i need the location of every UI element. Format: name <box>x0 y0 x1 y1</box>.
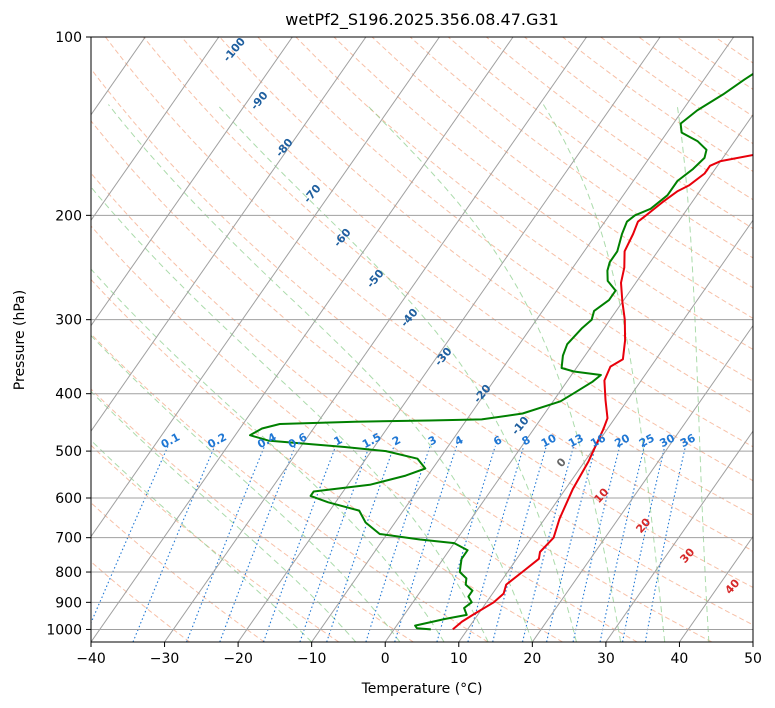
mixing-ratio-line <box>546 445 597 642</box>
x-tick-label: 0 <box>381 651 390 667</box>
x-axis-label: Temperature (°C) <box>361 681 483 697</box>
x-tick-label: 10 <box>450 651 468 667</box>
y-tick-label: 400 <box>55 387 82 403</box>
isotherm-line <box>679 535 753 642</box>
mixing-ratio-label: 10 <box>539 431 559 450</box>
moist-adiabat-line <box>366 104 622 642</box>
moist-adiabat-line <box>91 439 313 642</box>
dry-adiabat-line <box>91 120 753 626</box>
moist-adiabat-line <box>91 186 489 642</box>
mixing-ratio-line <box>572 445 621 642</box>
y-tick-label: 500 <box>55 444 82 460</box>
isotherm-line <box>91 37 220 222</box>
isotherm-line <box>91 37 367 432</box>
mixing-ratio-label: 20 <box>612 431 632 450</box>
mixing-ratio-line <box>326 445 395 642</box>
dry-adiabat-line <box>219 37 753 448</box>
dry-adiabat-line <box>91 333 489 642</box>
y-tick-label: 800 <box>55 565 82 581</box>
sounding-traces <box>249 72 753 631</box>
moist-adiabat-line <box>108 104 533 642</box>
y-tick-label: 700 <box>55 531 82 547</box>
mixing-ratio-label: 16 <box>588 431 608 450</box>
moist-adiabat-line <box>91 390 357 642</box>
isotherm-line <box>237 37 661 642</box>
mixing-ratio-line <box>492 445 547 642</box>
dry-adiabat-line <box>91 68 753 589</box>
mixing-ratio-line <box>91 445 169 625</box>
isotherm-line <box>91 37 440 538</box>
mixing-ratio-line <box>219 445 296 642</box>
y-tick-label: 1000 <box>46 622 82 638</box>
chart-title: wetPf2_S196.2025.356.08.47.G31 <box>285 10 559 30</box>
mixing-ratio-line <box>599 445 646 642</box>
isotherm-line <box>91 37 293 327</box>
x-tick-label: −10 <box>297 651 327 667</box>
dry-adiabat-line <box>295 37 753 382</box>
mixing-ratio-line <box>299 445 370 642</box>
y-tick-label: 900 <box>55 595 82 611</box>
moist-adiabat-line <box>216 104 577 642</box>
dry-adiabat-line <box>91 561 191 642</box>
x-tick-label: 30 <box>597 651 615 667</box>
dry-adiabat-line <box>333 37 753 350</box>
y-axis-label: Pressure (hPa) <box>12 290 28 390</box>
mixing-ratio-label: 30 <box>657 431 677 450</box>
mixing-ratio-line <box>436 445 496 642</box>
mixing-ratio-line <box>521 445 575 642</box>
isotherm-line <box>311 37 735 642</box>
mixing-ratio-label: 36 <box>678 431 698 450</box>
x-tick-label: 40 <box>671 651 689 667</box>
y-tick-label: 600 <box>55 491 82 507</box>
isotherm-line <box>458 219 753 642</box>
plot-frame <box>90 36 754 643</box>
x-tick-label: 50 <box>744 651 762 667</box>
x-axis-ticks: −40 −30 −20 −10 0 10 20 30 40 50 <box>76 642 762 667</box>
moist-adiabat-line <box>676 104 710 642</box>
y-tick-label: 200 <box>55 208 82 224</box>
moist-adiabat-line <box>91 334 401 642</box>
isotherm-line <box>605 430 753 642</box>
y-tick-label: 100 <box>55 30 82 46</box>
x-tick-label: −30 <box>150 651 180 667</box>
y-tick-label: 300 <box>55 313 82 329</box>
mixing-ratio-line <box>644 445 687 642</box>
dry-adiabat-line <box>91 172 713 642</box>
temperature-trace <box>452 153 753 631</box>
isotherm-line <box>531 324 753 642</box>
isotherm-line <box>384 113 753 642</box>
x-tick-label: −20 <box>223 651 253 667</box>
moist-adiabat-line <box>91 268 445 642</box>
dry-adiabat-line <box>181 37 753 482</box>
x-tick-label: 20 <box>523 651 541 667</box>
isotherm-line <box>91 37 514 642</box>
mixing-ratio-label: 13 <box>566 431 586 450</box>
isotherm-gridlines <box>91 37 753 642</box>
dewpoint-trace <box>249 72 753 631</box>
mixing-ratio-line <box>622 445 666 642</box>
mixing-ratio-label: 25 <box>637 432 657 451</box>
mixing-ratio-line <box>467 445 525 642</box>
y-axis-ticks: 100 200 300 400 500 600 700 800 900 1000 <box>46 30 91 638</box>
dry-adiabat-line <box>91 278 563 642</box>
x-tick-label: −40 <box>76 651 106 667</box>
isotherm-line <box>164 37 587 642</box>
mixing-ratio-line <box>365 445 431 642</box>
